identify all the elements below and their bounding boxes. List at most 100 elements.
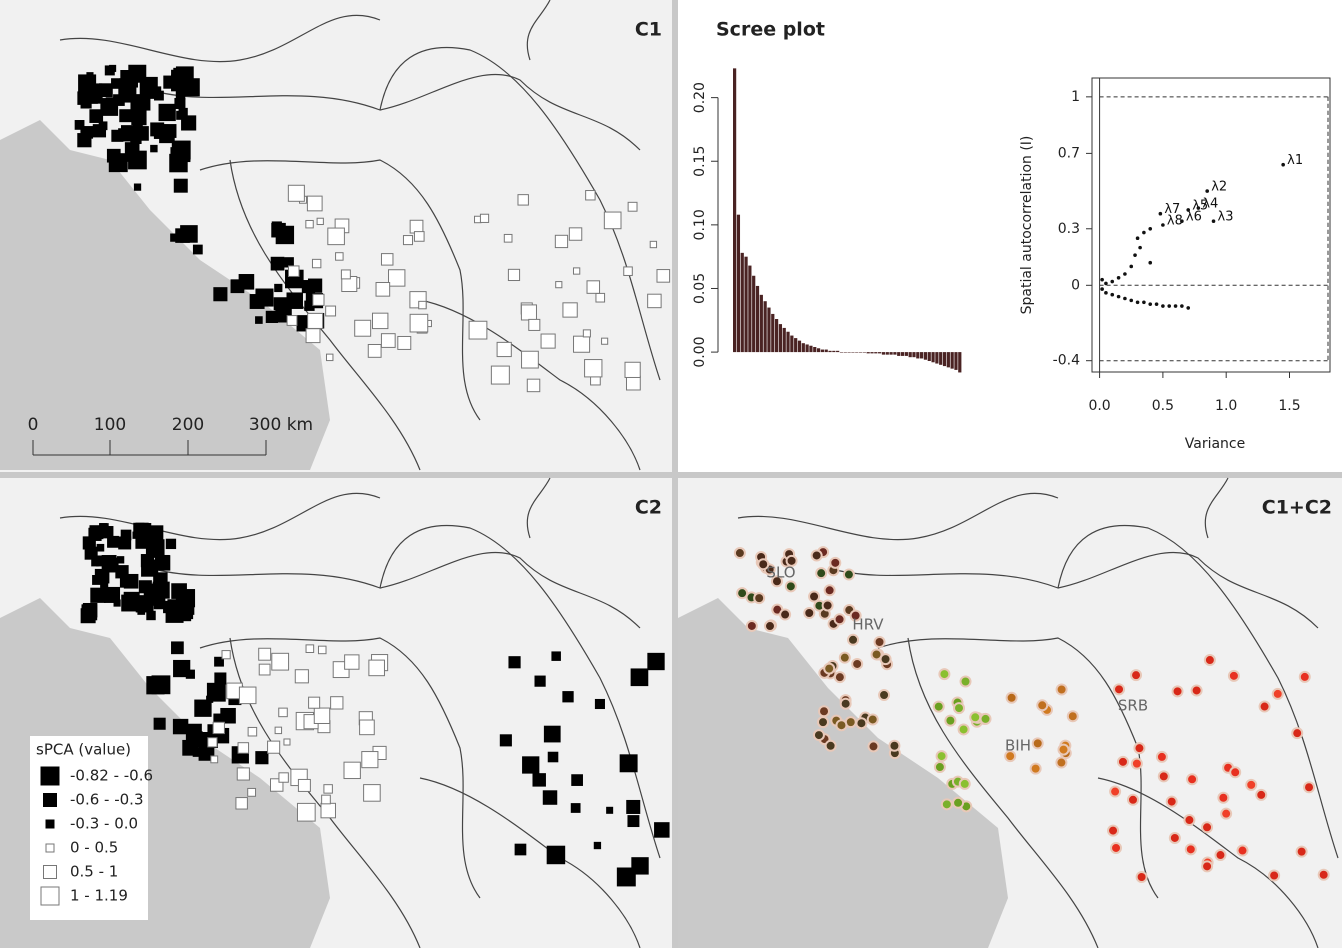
site-light [238,743,249,754]
site-light [344,762,360,778]
point [1159,212,1163,216]
site-dark [174,68,182,76]
bar [954,352,957,370]
site-dark [572,775,583,786]
point [1117,276,1121,280]
site [942,799,952,809]
site [1292,728,1302,738]
site-light [569,228,581,240]
x-tick-label: 1.5 [1278,398,1300,414]
site-dark [533,774,545,786]
site-dark [172,642,184,654]
site-light [306,220,313,227]
site-light [587,281,600,294]
legend-label: 1 - 1.19 [70,887,128,905]
site-light [624,267,633,276]
point [1155,302,1159,306]
site-dark [176,229,190,243]
bar [870,352,873,353]
bar [798,341,801,352]
site [856,718,866,728]
bar [859,352,862,353]
site-dark [87,73,93,79]
bar [794,338,797,352]
point [1138,246,1142,250]
site-dark [544,726,560,742]
site-light [248,788,256,796]
site-light [324,785,332,793]
site-light [312,259,320,267]
y-tick-label: -0.4 [1053,353,1080,369]
site-light [497,342,511,356]
y-tick-label: 0.10 [692,209,708,240]
site-dark [102,527,113,538]
site-light [314,708,329,723]
site-dark [152,676,170,694]
site-light [308,313,323,328]
bar [825,350,828,353]
site-light [541,334,555,348]
site-light [504,234,512,242]
site-light [573,268,579,274]
legend-title: sPCA (value) [36,741,131,759]
point [1212,219,1216,223]
site-light [287,316,297,326]
bar [939,352,942,365]
site [1037,700,1047,710]
bar [764,301,767,352]
y-tick-label: 0.00 [692,337,708,368]
site-light [521,305,536,320]
site [1304,782,1314,792]
bar [744,257,747,352]
point [1167,304,1171,308]
site-dark [116,566,128,578]
site-dark [117,557,123,563]
site-dark [93,125,105,137]
site-light [364,785,381,802]
site-light [362,752,378,768]
site-light [414,232,424,242]
site [939,669,949,679]
site-dark [132,110,146,124]
x-tick-label: 0.0 [1088,398,1110,414]
site [830,558,840,568]
site-dark [90,110,103,123]
bar [889,352,892,355]
legend-label: -0.82 - -0.6 [70,767,153,785]
site-dark [166,539,175,548]
bar [786,332,789,352]
site [1128,795,1138,805]
site-dark [535,676,545,686]
site-dark [109,154,127,172]
point [1104,291,1108,295]
site [959,724,969,734]
bar [951,352,954,369]
site-dark [207,696,213,702]
site-dark [159,104,175,120]
site-dark [655,823,670,838]
site [1159,771,1169,781]
site-light [306,329,320,343]
bar [748,266,751,353]
point [1180,304,1184,308]
site [1137,872,1147,882]
bar [836,351,839,352]
site-light [248,727,257,736]
site-light [555,235,567,247]
site-light [309,697,320,708]
site-dark [110,65,116,71]
bar [928,352,931,361]
site [889,741,899,751]
site [1007,693,1017,703]
site-light [306,645,314,653]
site [836,720,846,730]
point [1205,189,1209,193]
bar [809,346,812,352]
bar [813,347,816,352]
site [1131,670,1141,680]
site [1269,870,1279,880]
site-light [208,738,217,747]
site-dark [136,97,149,110]
site-dark [563,692,573,702]
site-light [556,282,562,288]
